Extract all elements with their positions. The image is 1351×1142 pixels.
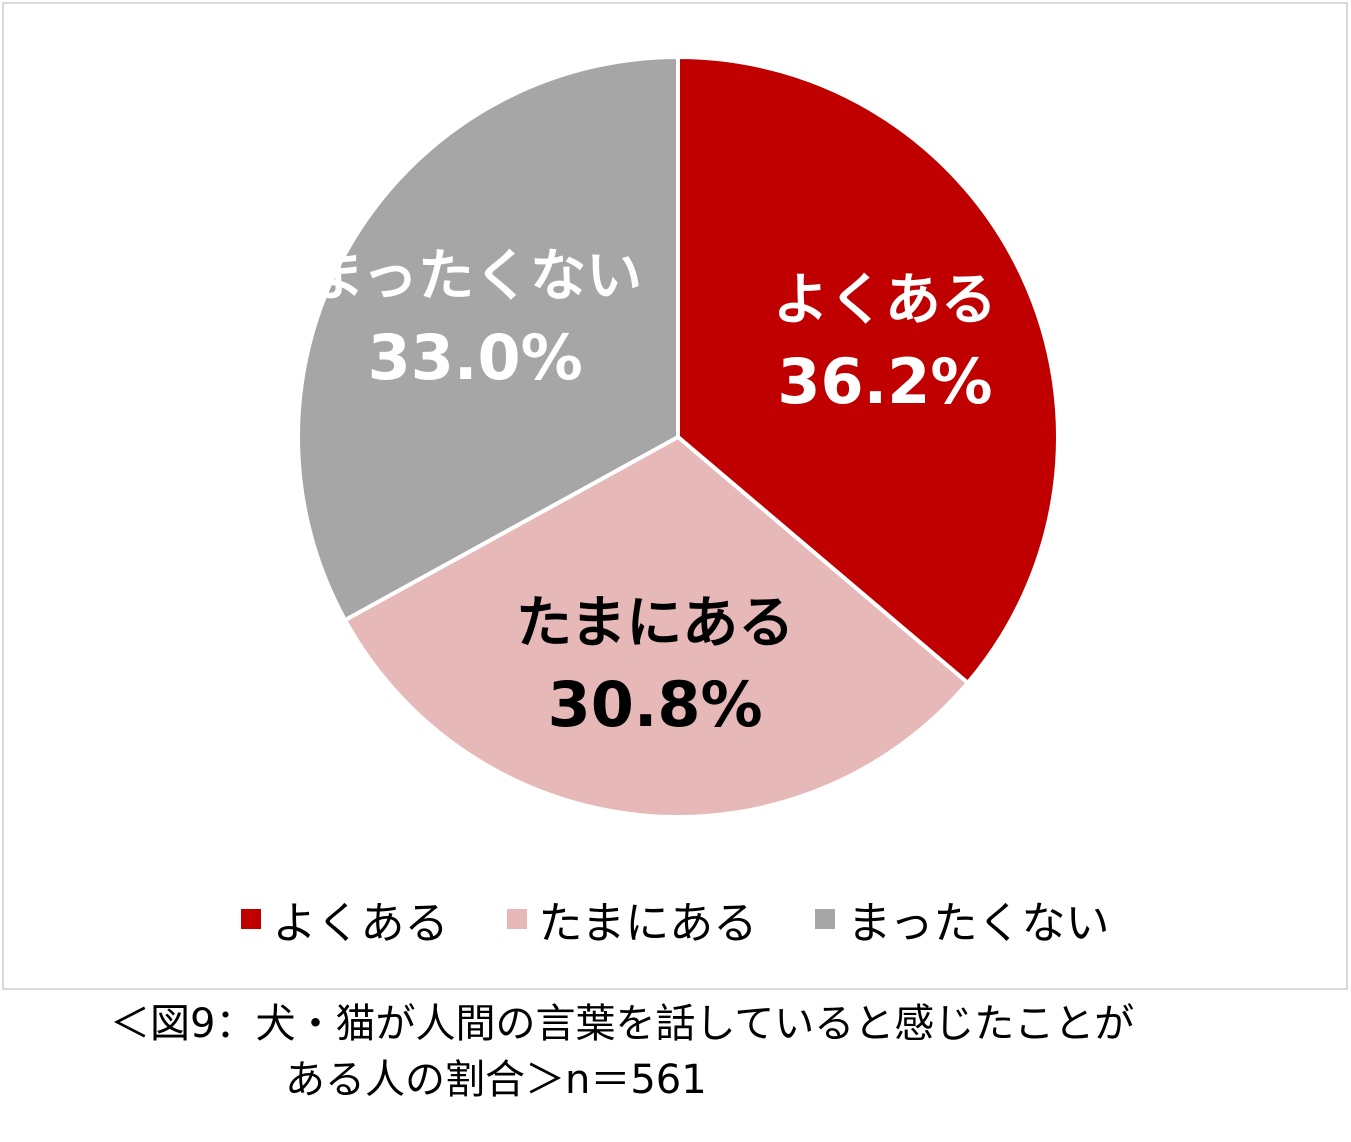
pie-labels: よくある 36.2% たまにある 30.8% まったくない 33.0% — [308, 244, 997, 741]
chart-area: よくある 36.2% たまにある 30.8% まったくない 33.0% よくある たまにあ… — [2, 2, 1348, 990]
legend-label-never: まったくない — [847, 898, 1110, 949]
legend-swatch-sometimes — [506, 909, 527, 929]
legend-item-often: よくある — [240, 887, 449, 951]
caption-line-2: ある人の割合＞n＝561 — [285, 1057, 707, 1103]
slice-category-label-never: まったくない — [308, 244, 642, 309]
slice-value-label-sometimes: 30.8% — [548, 668, 763, 741]
pie-slices — [296, 54, 1060, 819]
legend-item-never: まったくない — [815, 887, 1109, 951]
slice-value-label-never: 33.0% — [368, 321, 583, 394]
legend-swatch-never — [815, 909, 836, 929]
pie-chart: よくある 36.2% たまにある 30.8% まったくない 33.0% — [296, 54, 1060, 819]
slice-value-label-often: 36.2% — [777, 345, 992, 418]
pie-slice-often — [676, 54, 1060, 686]
caption-line-1: ＜図9：犬・猫が人間の言葉を話していると感じたことが — [110, 1001, 1135, 1047]
slice-category-label-often: よくある — [773, 268, 997, 333]
pie-slice-sometimes — [342, 434, 971, 819]
legend-label-sometimes: たまにある — [538, 898, 758, 949]
legend-item-sometimes: たまにある — [506, 887, 758, 951]
legend-swatch-often — [240, 909, 261, 929]
pie-slice-never — [296, 54, 680, 623]
slice-category-label-sometimes: たまにある — [516, 591, 794, 656]
legend: よくある たまにある まったくない — [4, 884, 1346, 954]
legend-label-often: よくある — [272, 898, 449, 949]
figure-caption: ＜図9：犬・猫が人間の言葉を話していると感じたことが ある人の割合＞n＝561 — [0, 996, 1351, 1108]
